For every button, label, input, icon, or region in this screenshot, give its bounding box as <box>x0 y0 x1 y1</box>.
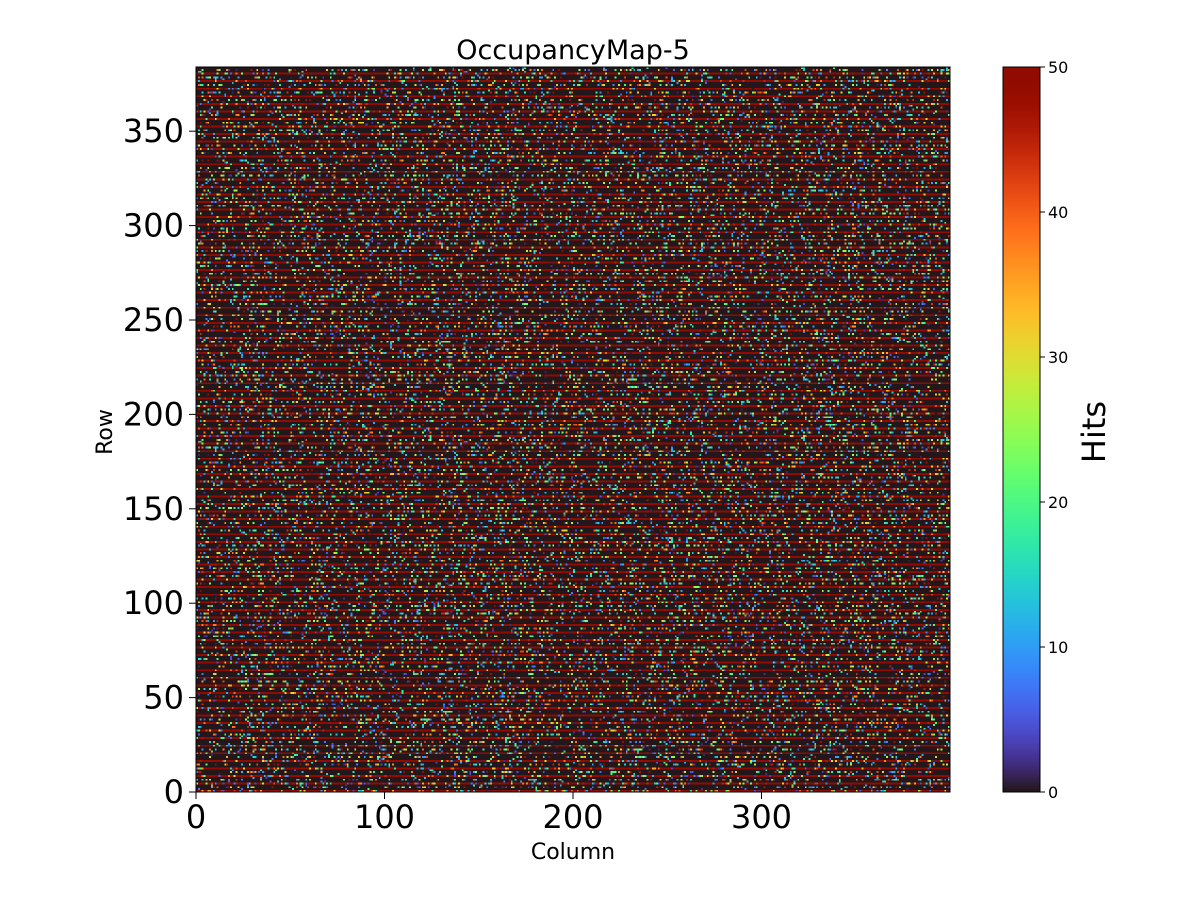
colorbar-tick-label: 30 <box>1048 348 1068 367</box>
colorbar-tick-label: 0 <box>1048 783 1058 802</box>
colorbar-label: Hits <box>1075 401 1113 463</box>
x-tick-label: 100 <box>354 798 415 836</box>
colorbar-tick-label: 50 <box>1048 58 1068 77</box>
x-tick-label: 200 <box>542 798 603 836</box>
colorbar-gradient <box>1003 67 1040 792</box>
colorbar-tick-label: 10 <box>1048 638 1068 657</box>
x-axis-label: Column <box>531 840 615 865</box>
y-tick-label: 300 <box>123 207 184 245</box>
y-tick-label: 350 <box>123 112 184 150</box>
y-tick-label: 250 <box>123 301 184 339</box>
colorbar-tick-label: 40 <box>1048 203 1068 222</box>
y-axis-label: Row <box>93 409 118 455</box>
y-tick-label: 200 <box>123 395 184 433</box>
y-tick-label: 0 <box>164 773 184 811</box>
x-tick-label: 0 <box>186 798 206 836</box>
y-tick-label: 100 <box>123 584 184 622</box>
colorbar-tick-label: 20 <box>1048 493 1068 512</box>
colorbar-frame <box>1002 66 1041 793</box>
plot-frame <box>195 66 951 793</box>
heatmap-image <box>196 67 950 792</box>
x-tick-label: 300 <box>731 798 792 836</box>
y-tick-label: 50 <box>143 679 184 717</box>
y-tick-label: 150 <box>123 490 184 528</box>
chart-title: OccupancyMap-5 <box>456 35 690 66</box>
